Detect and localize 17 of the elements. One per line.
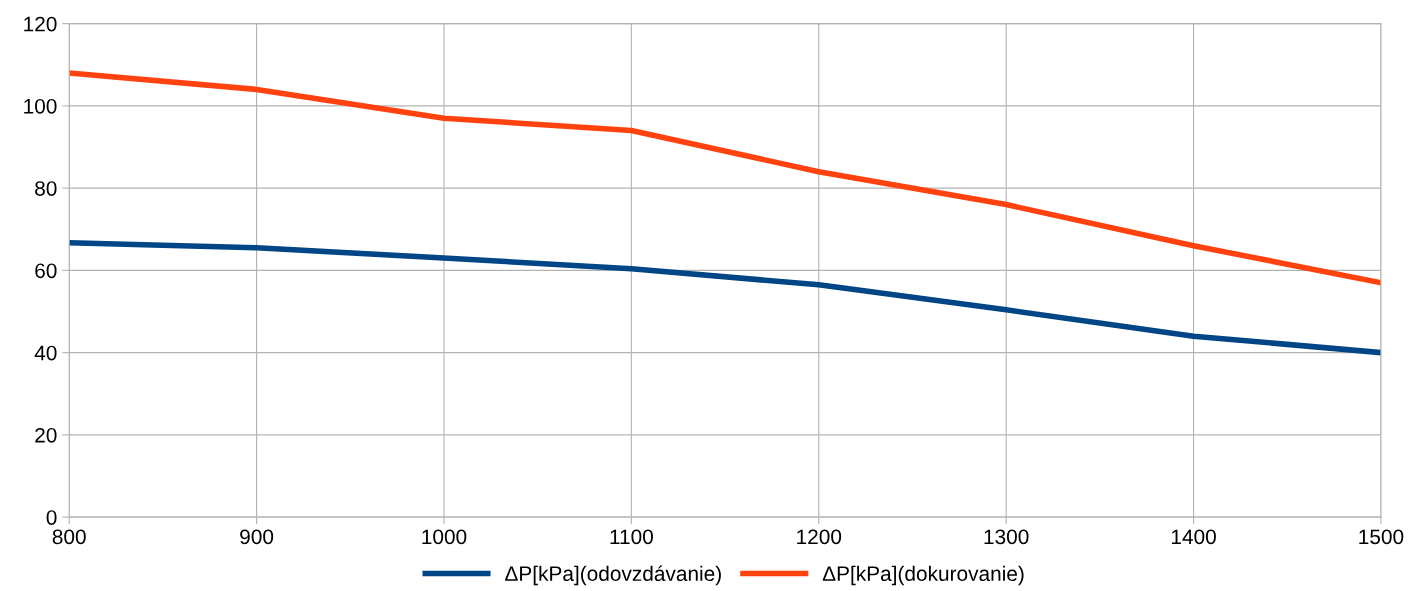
x-tick-label: 1300 <box>984 529 1029 545</box>
y-tick-label: 60 <box>35 263 57 279</box>
x-tick-label: 800 <box>52 529 86 545</box>
y-tick-label: 120 <box>24 16 57 32</box>
x-tick-label: 1400 <box>1171 529 1216 545</box>
x-tick-label: 1100 <box>610 529 653 545</box>
legend-label: ΔP[kPa](dokurovanie) <box>822 565 1024 586</box>
y-tick-label: 100 <box>24 98 57 114</box>
x-tick-label: 900 <box>240 529 274 545</box>
x-tick-label: 1000 <box>422 529 467 545</box>
legend-label: ΔP[kPa](odovzdávanie) <box>505 565 721 586</box>
y-tick-label: 80 <box>35 181 57 196</box>
x-tick-label: 1500 <box>1359 529 1404 545</box>
y-tick-label: 40 <box>34 345 57 361</box>
y-tick-label: 20 <box>35 427 57 443</box>
y-tick-label: 0 <box>46 510 57 525</box>
x-tick-label: 1200 <box>797 529 842 545</box>
